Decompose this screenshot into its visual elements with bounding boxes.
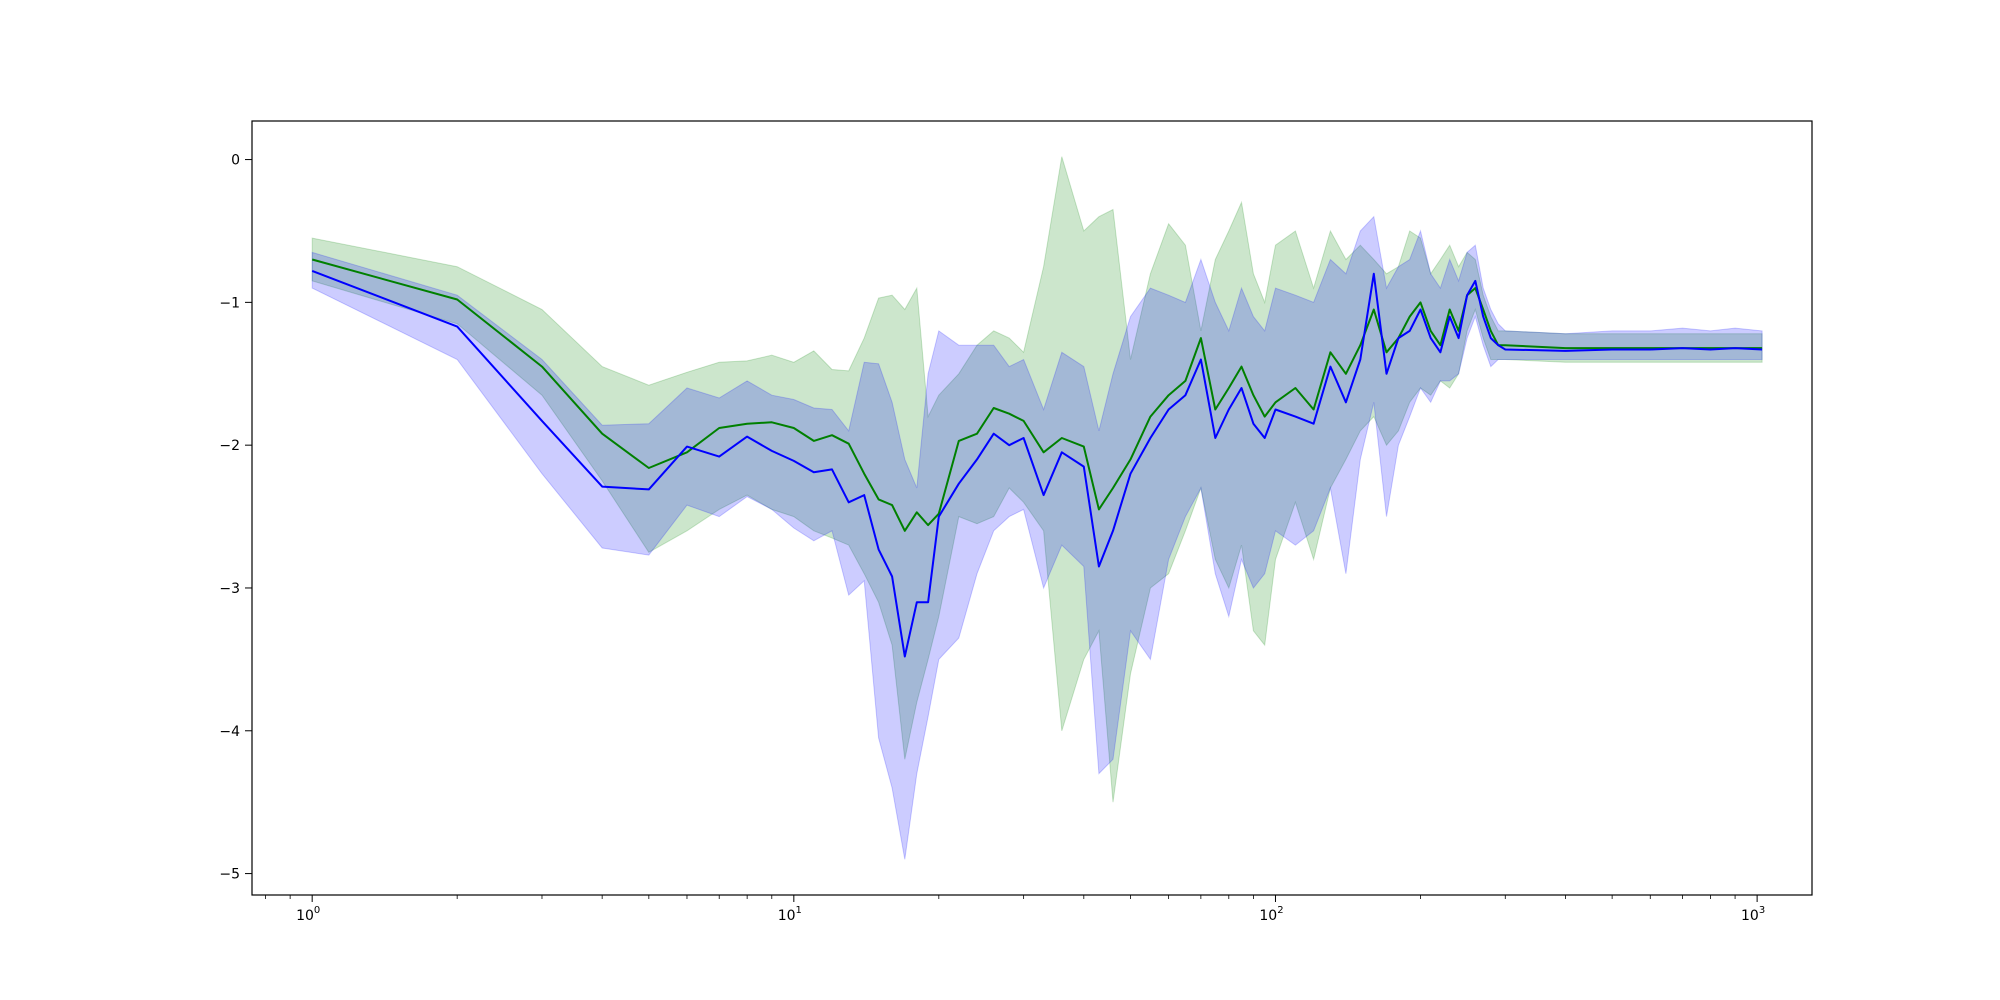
x-tick-label-base: 10	[1259, 908, 1277, 924]
y-axis-ticks: 0 −1 −2 −3 −4 −5	[219, 153, 252, 883]
x-tick-label: 100	[296, 905, 320, 924]
x-tick-label: 103	[1741, 905, 1765, 924]
x-axis-ticks: 100 101 102 103	[265, 895, 1765, 924]
y-tick-label: −5	[219, 867, 240, 883]
x-tick-label-base: 10	[778, 908, 796, 924]
y-tick-label: −1	[219, 295, 240, 311]
blue-series-band	[311, 215, 1763, 860]
y-tick-label: −2	[219, 438, 240, 454]
x-tick-label-exponent: 0	[314, 905, 320, 916]
y-tick-label: −3	[219, 581, 240, 597]
x-tick-label: 101	[778, 905, 802, 924]
series-lines	[311, 258, 1763, 658]
x-tick-label: 102	[1259, 905, 1283, 924]
blue-series-line	[311, 269, 1763, 658]
x-tick-label-exponent: 3	[1759, 905, 1765, 916]
y-tick-label: −4	[219, 724, 240, 740]
x-tick-label-exponent: 2	[1277, 905, 1283, 916]
green-series-line	[311, 258, 1763, 532]
x-tick-label-base: 10	[1741, 908, 1759, 924]
plot-area-frame	[251, 120, 1813, 896]
x-tick-label-exponent: 1	[796, 905, 802, 916]
y-tick-label: 0	[231, 153, 240, 169]
x-tick-label-base: 10	[296, 908, 314, 924]
